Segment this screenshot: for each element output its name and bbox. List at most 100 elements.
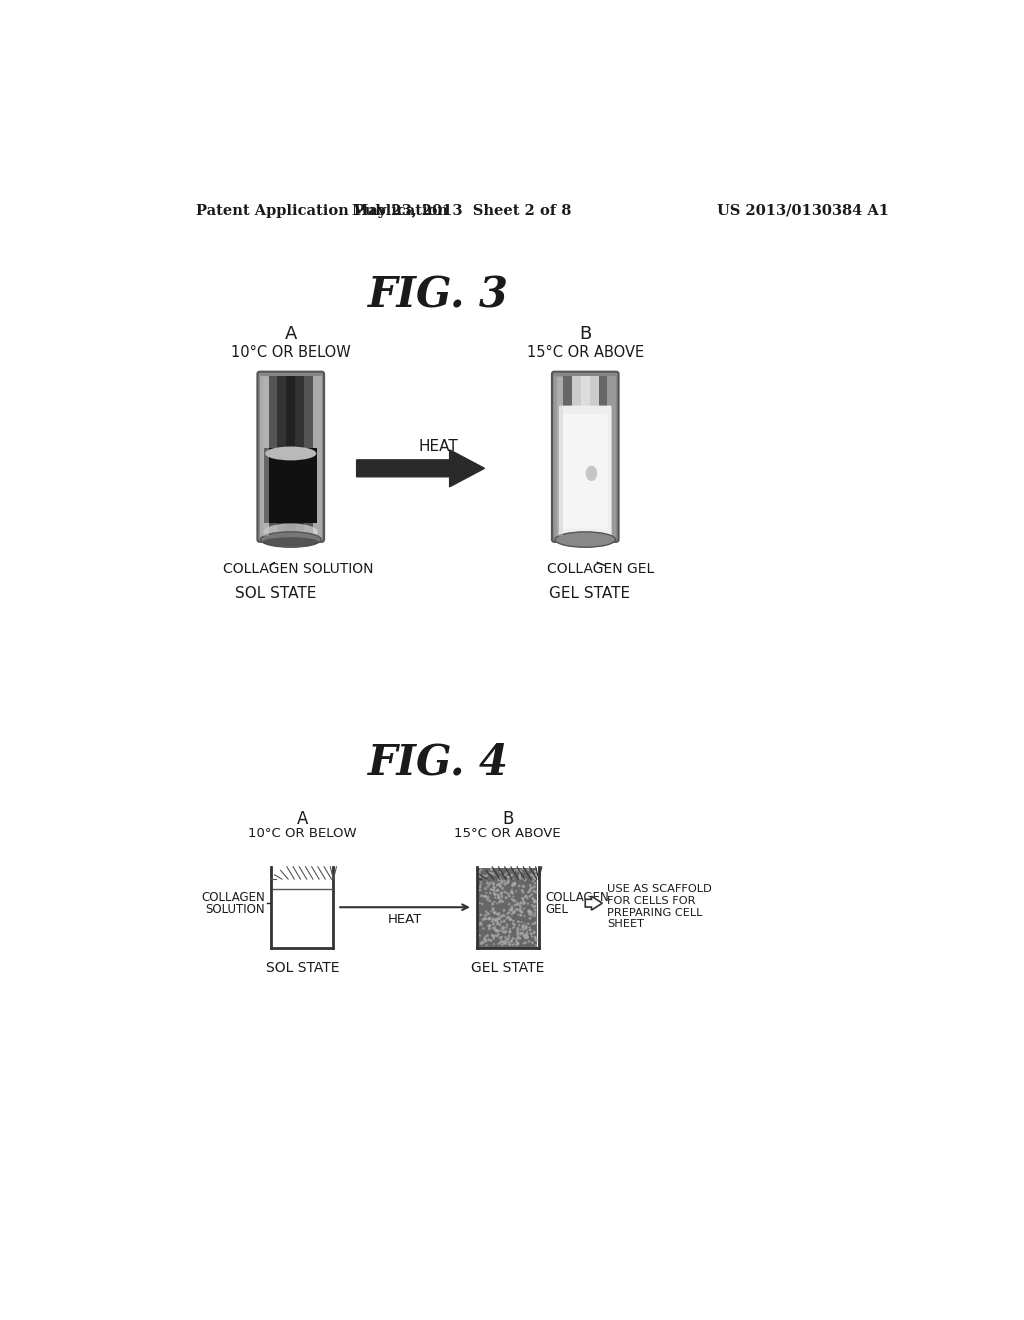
Bar (581, 376, 590, 537)
Point (496, 900, 512, 921)
Bar (607, 376, 616, 537)
Point (526, 927, 543, 948)
Point (523, 904, 540, 925)
Point (471, 915, 487, 936)
Point (484, 898, 501, 919)
Point (516, 906, 532, 927)
Point (507, 890, 523, 911)
Bar (287, 376, 295, 537)
Point (472, 912, 488, 933)
Point (514, 917, 530, 939)
Text: HEAT: HEAT (388, 913, 422, 927)
Point (493, 873, 509, 894)
Point (483, 862, 500, 883)
Text: A: A (297, 810, 308, 828)
Point (478, 902, 495, 923)
Point (480, 929, 497, 950)
Point (479, 869, 496, 890)
Point (517, 932, 534, 953)
Text: GEL STATE: GEL STATE (471, 961, 545, 974)
Point (479, 903, 496, 924)
Point (497, 874, 513, 895)
Point (515, 891, 531, 912)
Point (520, 859, 537, 880)
Point (521, 903, 538, 924)
Point (484, 863, 501, 884)
Point (498, 921, 514, 942)
Bar (295, 376, 304, 537)
Point (518, 886, 535, 907)
Ellipse shape (265, 446, 316, 461)
Point (489, 903, 506, 924)
Point (505, 935, 521, 956)
Point (486, 865, 503, 886)
Point (516, 898, 532, 919)
Point (528, 866, 545, 887)
Point (498, 873, 514, 894)
Point (526, 891, 543, 912)
Point (518, 917, 535, 939)
Point (520, 913, 537, 935)
Point (485, 876, 502, 898)
Point (506, 933, 522, 954)
Point (528, 891, 545, 912)
Point (478, 883, 495, 904)
Point (473, 871, 489, 892)
Point (486, 902, 503, 923)
Text: B: B (502, 810, 513, 828)
Point (490, 886, 507, 907)
Point (497, 933, 513, 954)
Point (515, 882, 531, 903)
Point (505, 913, 521, 935)
Point (501, 886, 517, 907)
Point (503, 866, 519, 887)
Point (494, 886, 510, 907)
Point (497, 865, 513, 886)
Point (510, 917, 526, 939)
Bar (263, 378, 269, 536)
Point (495, 878, 511, 899)
Point (473, 859, 489, 880)
Point (515, 915, 531, 936)
Point (479, 888, 496, 909)
Ellipse shape (555, 532, 615, 548)
Point (508, 928, 524, 949)
Point (492, 876, 508, 898)
Point (481, 917, 498, 939)
Point (496, 932, 512, 953)
Point (523, 865, 540, 886)
Point (474, 932, 490, 953)
Point (471, 892, 487, 913)
Point (476, 886, 493, 907)
Point (502, 921, 518, 942)
Point (494, 920, 510, 941)
Point (516, 869, 532, 890)
Point (504, 896, 520, 917)
Point (494, 931, 510, 952)
Point (483, 871, 500, 892)
Point (505, 874, 521, 895)
Point (475, 932, 492, 953)
Point (498, 931, 514, 952)
Point (512, 898, 528, 919)
Point (512, 892, 528, 913)
Point (510, 933, 526, 954)
Point (509, 859, 525, 880)
Bar (478, 869, 538, 948)
Point (512, 899, 528, 920)
Point (483, 879, 500, 900)
Point (487, 920, 504, 941)
Point (487, 916, 504, 937)
Point (513, 923, 529, 944)
Point (477, 904, 494, 925)
Point (505, 883, 521, 904)
Point (480, 903, 497, 924)
Point (485, 899, 502, 920)
Point (494, 870, 510, 891)
Point (495, 906, 511, 927)
Point (493, 890, 509, 911)
Point (500, 907, 516, 928)
Point (483, 858, 500, 879)
FancyBboxPatch shape (552, 372, 618, 543)
Text: PREPARING CELL: PREPARING CELL (607, 908, 702, 917)
